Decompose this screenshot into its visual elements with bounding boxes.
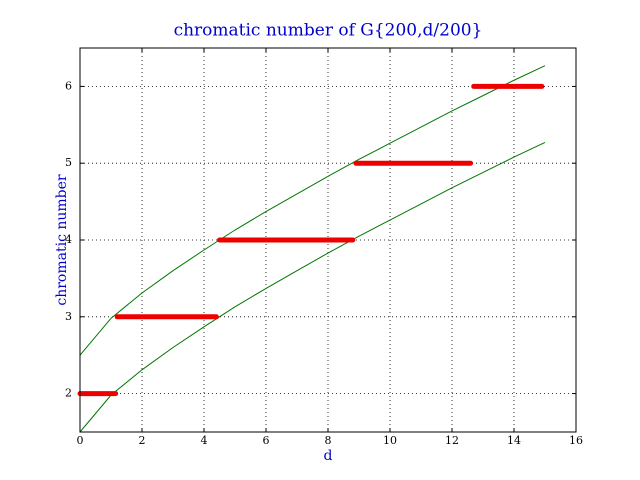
curve-line [79,65,546,356]
x-tick-label: 14 [507,434,521,447]
y-tick-label: 2 [65,387,72,400]
y-axis-label: chromatic number [54,174,70,306]
y-tick-label: 4 [65,233,72,246]
axes-frame [79,47,577,433]
x-tick-label: 4 [201,434,208,447]
y-tick-label: 6 [65,79,72,92]
x-tick-label: 2 [139,434,146,447]
y-tick-label: 5 [65,156,72,169]
plot-area [77,65,546,433]
x-tick-label: 12 [445,434,459,447]
y-tick-label: 3 [65,310,72,323]
x-tick-label: 6 [263,434,270,447]
x-tick-label: 8 [325,434,332,447]
chart-title: chromatic number of G{200,d/200} [174,21,483,41]
x-tick-label: 10 [383,434,397,447]
x-tick-label: 16 [569,434,583,447]
x-tick-label: 0 [77,434,84,447]
x-axis-label: d [324,448,333,464]
curve-line [79,142,546,433]
